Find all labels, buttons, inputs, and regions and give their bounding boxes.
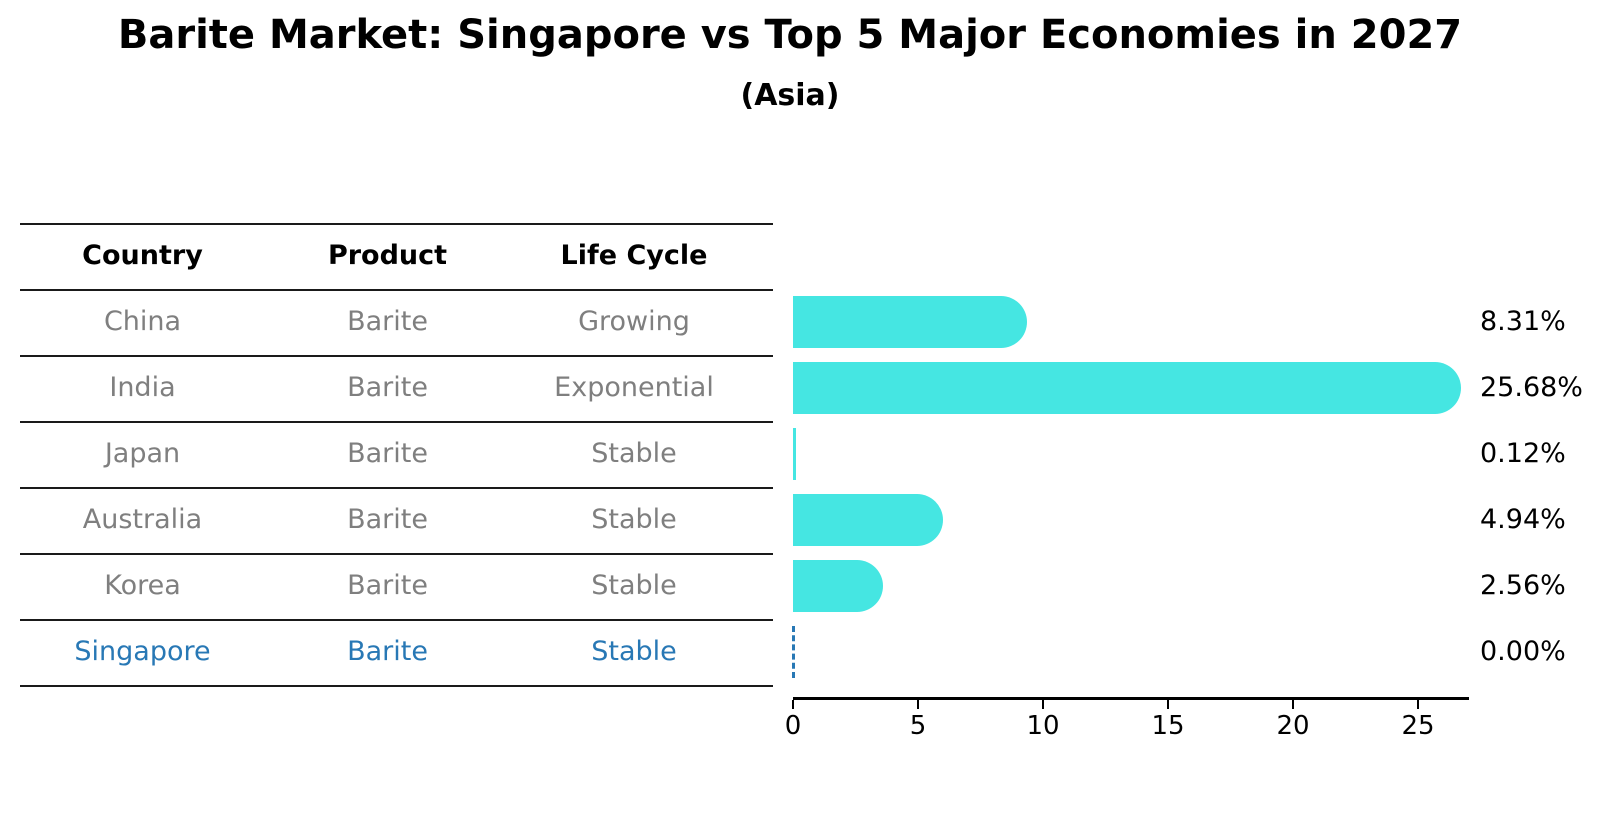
- cell-country: Australia: [82, 504, 203, 535]
- x-axis-line: [793, 697, 1469, 700]
- table-header-rule: [20, 289, 773, 291]
- bar-india: [793, 362, 1461, 414]
- x-tick-mark-0: [792, 700, 794, 709]
- x-tick-mark-25: [1417, 700, 1419, 709]
- x-tick-label-10: 10: [1026, 711, 1060, 741]
- cell-life-cycle: Stable: [591, 438, 677, 469]
- table-row-rule: [20, 685, 773, 687]
- cell-product: Barite: [347, 504, 428, 535]
- value-label-korea: 2.56%: [1480, 570, 1566, 601]
- table-row-rule: [20, 487, 773, 489]
- cell-life-cycle: Exponential: [554, 372, 714, 403]
- cell-product: Barite: [347, 636, 428, 667]
- bar-australia: [793, 494, 943, 546]
- chart-title: Barite Market: Singapore vs Top 5 Major …: [117, 12, 1463, 58]
- cell-life-cycle: Stable: [591, 570, 677, 601]
- cell-country: India: [109, 372, 176, 403]
- table-top-rule: [20, 223, 773, 225]
- cell-life-cycle: Stable: [591, 636, 677, 667]
- value-label-india: 25.68%: [1480, 372, 1583, 403]
- cell-country: Korea: [104, 570, 181, 601]
- x-tick-mark-10: [1042, 700, 1044, 709]
- x-tick-mark-15: [1167, 700, 1169, 709]
- cell-country: Japan: [104, 438, 181, 469]
- table-row-rule: [20, 421, 773, 423]
- x-tick-mark-5: [917, 700, 919, 709]
- bar-korea: [793, 560, 883, 612]
- cell-country: Singapore: [74, 636, 211, 667]
- table-header-product: Product: [327, 240, 448, 271]
- value-label-japan: 0.12%: [1480, 438, 1566, 469]
- chart-subtitle: (Asia): [740, 78, 840, 113]
- x-tick-label-0: 0: [784, 711, 802, 741]
- table-header-life-cycle: Life Cycle: [560, 240, 708, 271]
- cell-product: Barite: [347, 438, 428, 469]
- table-row-rule: [20, 553, 773, 555]
- x-tick-label-20: 20: [1276, 711, 1310, 741]
- value-label-singapore: 0.00%: [1480, 636, 1566, 667]
- bar-singapore-zero-outline: [792, 626, 795, 678]
- table-header-country: Country: [82, 240, 203, 271]
- cell-product: Barite: [347, 570, 428, 601]
- value-label-australia: 4.94%: [1480, 504, 1566, 535]
- cell-life-cycle: Stable: [591, 504, 677, 535]
- cell-product: Barite: [347, 306, 428, 337]
- x-tick-label-5: 5: [909, 711, 927, 741]
- cell-country: China: [103, 306, 182, 337]
- cell-product: Barite: [347, 372, 428, 403]
- x-tick-label-25: 25: [1401, 711, 1435, 741]
- x-tick-label-15: 15: [1151, 711, 1185, 741]
- bar-china: [793, 296, 1027, 348]
- x-tick-mark-20: [1292, 700, 1294, 709]
- table-row-rule: [20, 355, 773, 357]
- value-label-china: 8.31%: [1480, 306, 1566, 337]
- cell-life-cycle: Growing: [578, 306, 690, 337]
- bar-japan: [793, 428, 796, 480]
- table-row-rule: [20, 619, 773, 621]
